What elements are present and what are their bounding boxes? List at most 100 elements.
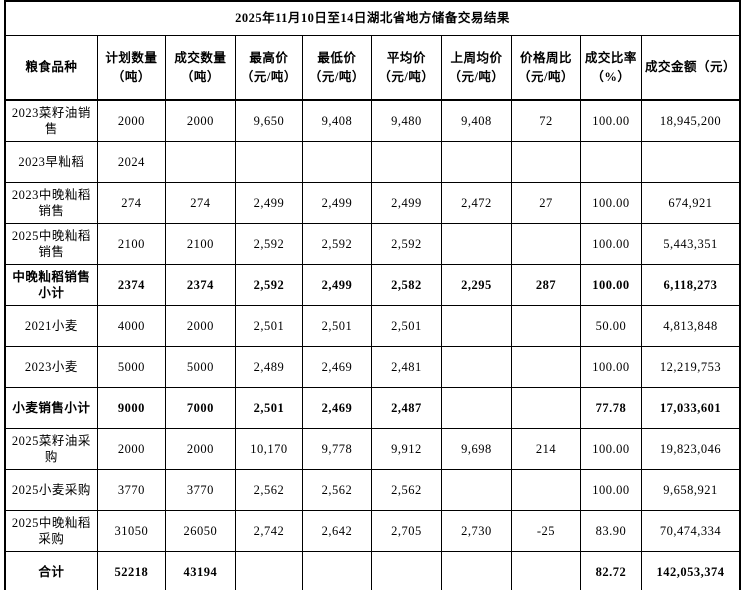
cell-value: 2,501 [234,387,303,429]
cell-value: 52218 [96,551,166,590]
cell-value [301,141,372,183]
table-row: 合计 52218 43194 82.72 142,053,374 [4,551,741,590]
cell-value: 100.00 [579,469,642,511]
cell-value: 2,501 [234,305,303,347]
table-row: 2025小麦采购 3770 3770 2,562 2,562 2,562 100.00 9,6… [4,469,741,511]
cell-value: 6,118,273 [640,264,741,306]
cell-value: 9,408 [440,99,512,142]
cell-value [510,551,581,590]
cell-value: 287 [510,264,581,306]
table-row: 2023中晚籼稻销售 274 274 2,499 2,499 2,499 2,472 27 10… [4,182,741,224]
cell-value: 214 [510,428,581,470]
cell-value [440,223,512,265]
cell-value: 2,472 [440,182,512,224]
cell-value: 3770 [164,469,236,511]
cell-value: 2000 [164,428,236,470]
cell-value: 19,823,046 [640,428,741,470]
cell-value: 2,487 [370,387,442,429]
cell-value: 3770 [96,469,166,511]
cell-value [440,469,512,511]
table-body: 2023菜籽油销售 2000 2000 9,650 9,408 9,480 9,408 72 1… [4,99,741,590]
cell-value: 31050 [96,510,166,552]
cell-value: 9,408 [301,99,372,142]
cell-value: 9,778 [301,428,372,470]
cell-value: 2,592 [370,223,442,265]
cell-value: 26050 [164,510,236,552]
page-title: 2025年11月10日至14日湖北省地方储备交易结果 [4,0,741,36]
cell-value: 9,650 [234,99,303,142]
cell-value [164,141,236,183]
cell-value: 2,562 [370,469,442,511]
cell-value [510,387,581,429]
cell-value: 100.00 [579,346,642,388]
cell-value: 274 [164,182,236,224]
table-row: 2023菜籽油销售 2000 2000 9,650 9,408 9,480 9,408 72 1… [4,99,741,142]
cell-value: 82.72 [579,551,642,590]
cell-value: 2,730 [440,510,512,552]
cell-value: 2100 [96,223,166,265]
cell-value: 2,582 [370,264,442,306]
cell-value: 9,912 [370,428,442,470]
cell-value: 10,170 [234,428,303,470]
table-row: 2025中晚籼稻销售 2100 2100 2,592 2,592 2,592 100.00 5… [4,223,741,265]
cell-value [510,305,581,347]
cell-value: 4000 [96,305,166,347]
cell-variety: 2021小麦 [4,305,98,347]
cell-value: 100.00 [579,223,642,265]
column-header-week-change: 价格周比 （元/吨） [510,35,581,101]
cell-value: 100.00 [579,264,642,306]
cell-value [510,346,581,388]
cell-value: 674,921 [640,182,741,224]
cell-value: 2,642 [301,510,372,552]
cell-value: 9,480 [370,99,442,142]
cell-value [234,141,303,183]
cell-value: 5,443,351 [640,223,741,265]
column-header-avg-price: 平均价 （元/吨） [370,35,442,101]
column-header-variety: 粮食品种 [4,35,98,101]
cell-value [640,141,741,183]
table-row: 中晚籼稻销售小计 2374 2374 2,592 2,499 2,582 2,295 287 1… [4,264,741,306]
cell-value: 2,295 [440,264,512,306]
cell-value: 2374 [96,264,166,306]
cell-value: 2024 [96,141,166,183]
cell-value: 43194 [164,551,236,590]
cell-value: 2,562 [301,469,372,511]
cell-value [234,551,303,590]
table-row: 2023小麦 5000 5000 2,489 2,469 2,481 100.00 12,21… [4,346,741,388]
column-header-low-price: 最低价 （元/吨） [301,35,372,101]
cell-value [370,141,442,183]
cell-value: 142,053,374 [640,551,741,590]
cell-value [510,141,581,183]
column-header-planned-qty: 计划数量 （吨） [96,35,166,101]
cell-value: 9,658,921 [640,469,741,511]
cell-value: 2,499 [301,264,372,306]
cell-value: 2,499 [234,182,303,224]
cell-value [440,346,512,388]
cell-value: 2100 [164,223,236,265]
cell-variety: 2023早籼稻 [4,141,98,183]
cell-value: 2,592 [234,264,303,306]
cell-value: 27 [510,182,581,224]
cell-variety: 小麦销售小计 [4,387,98,429]
cell-value [440,551,512,590]
cell-value: 7000 [164,387,236,429]
cell-value: 72 [510,99,581,142]
column-header-high-price: 最高价 （元/吨） [234,35,303,101]
cell-value: 100.00 [579,428,642,470]
cell-value [440,305,512,347]
column-header-traded-qty: 成交数量 （吨） [164,35,236,101]
cell-variety: 2025小麦采购 [4,469,98,511]
cell-value [370,551,442,590]
table-row: 2023早籼稻 2024 [4,141,741,183]
cell-value: 50.00 [579,305,642,347]
cell-variety: 2025中晚籼稻销售 [4,223,98,265]
cell-value: 12,219,753 [640,346,741,388]
title-row: 2025年11月10日至14日湖北省地方储备交易结果 [4,0,741,36]
column-header-trade-ratio: 成交比率 （%） [579,35,642,101]
cell-variety: 合计 [4,551,98,590]
cell-value: 2,499 [370,182,442,224]
cell-value: 2,489 [234,346,303,388]
cell-value: 18,945,200 [640,99,741,142]
cell-value [440,387,512,429]
cell-variety: 2025中晚籼稻采购 [4,510,98,552]
